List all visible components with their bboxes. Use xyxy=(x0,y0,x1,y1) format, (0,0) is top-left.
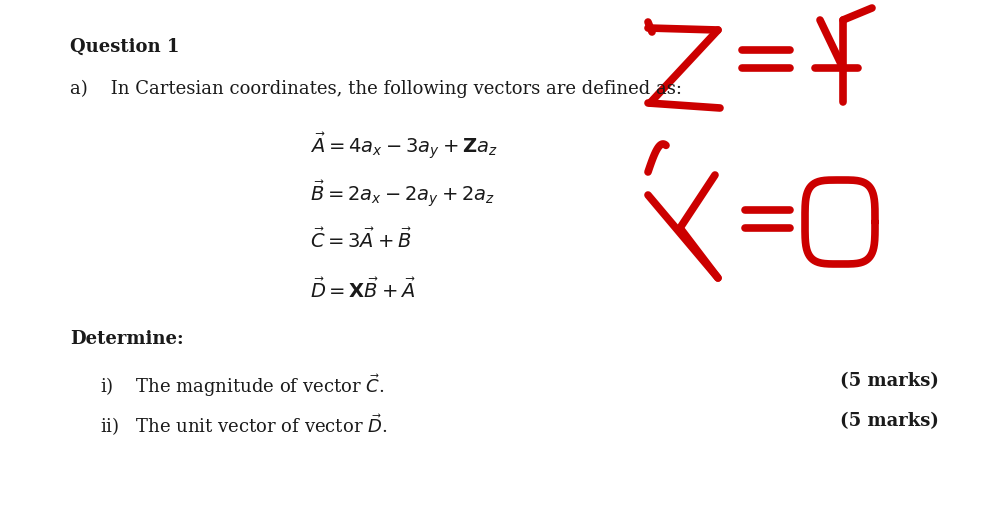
Text: ii)   The unit vector of vector $\vec{D}$.: ii) The unit vector of vector $\vec{D}$. xyxy=(100,412,388,438)
Text: (5 marks): (5 marks) xyxy=(840,372,939,390)
Text: i)    The magnitude of vector $\vec{C}$.: i) The magnitude of vector $\vec{C}$. xyxy=(100,372,384,399)
Text: a)    In Cartesian coordinates, the following vectors are defined as:: a) In Cartesian coordinates, the followi… xyxy=(70,80,682,98)
Text: Question 1: Question 1 xyxy=(70,38,179,56)
Text: $\vec{B} = 2a_x - 2a_y + 2a_z$: $\vec{B} = 2a_x - 2a_y + 2a_z$ xyxy=(310,178,495,209)
Text: (5 marks): (5 marks) xyxy=(840,412,939,430)
Text: $\vec{D} = \mathbf{X}\vec{B} + \vec{A}$: $\vec{D} = \mathbf{X}\vec{B} + \vec{A}$ xyxy=(310,278,417,302)
Text: $\vec{C} = 3\vec{A} + \vec{B}$: $\vec{C} = 3\vec{A} + \vec{B}$ xyxy=(310,228,412,252)
Text: $\vec{A} = 4a_x - 3a_y + \mathbf{Z}a_z$: $\vec{A} = 4a_x - 3a_y + \mathbf{Z}a_z$ xyxy=(310,130,498,161)
Text: Determine:: Determine: xyxy=(70,330,183,348)
